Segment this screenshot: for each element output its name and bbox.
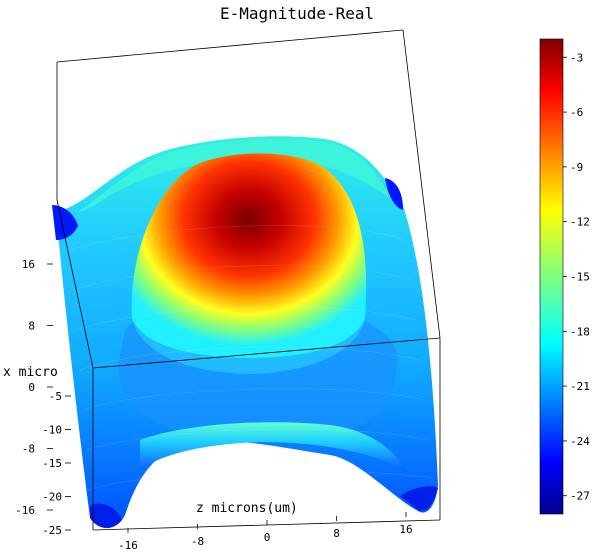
z-tick-label: 8 — [333, 527, 340, 540]
colorbar-tick-label: -12 — [570, 216, 590, 229]
surface-front-lip — [140, 422, 405, 470]
colorbar: -3 -6 -9 -12 -15 -18 -21 -24 -27 — [539, 38, 590, 515]
colorbar-tick-label: -24 — [570, 435, 590, 448]
surface-dome-base — [132, 318, 365, 374]
surface-corner-tr — [385, 178, 403, 210]
vertical-tick-label: -25 — [42, 524, 62, 537]
colorbar-tick-label: -27 — [570, 490, 590, 503]
surface-dome — [131, 153, 367, 358]
colorbar-tick-label: -18 — [570, 325, 590, 338]
colorbar-ticks: -3 -6 -9 -12 -15 -18 -21 -24 -27 — [563, 51, 590, 503]
colorbar-tick-label: -3 — [570, 51, 583, 64]
surface-plot — [52, 136, 438, 529]
x-tick-label: 0 — [28, 381, 35, 394]
chart-title: E-Magnitude-Real — [220, 4, 374, 23]
surface-mesh — [69, 225, 436, 491]
colorbar-tick-label: -21 — [570, 380, 590, 393]
z-tick-label: -8 — [191, 535, 204, 548]
z-axis-ticks: -16 -8 0 8 16 — [118, 512, 413, 552]
z-tick-label: -16 — [118, 539, 138, 552]
surface-rim — [78, 139, 392, 212]
colorbar-tick-label: -6 — [570, 106, 583, 119]
surface-corner-bl — [90, 503, 122, 529]
x-tick-label: -16 — [15, 504, 35, 517]
bounding-box-back — [56, 29, 441, 339]
x-axis-ticks: 16 8 0 -8 -16 — [15, 258, 53, 517]
vertical-tick-label: -10 — [42, 424, 62, 437]
colorbar-gradient — [539, 38, 564, 515]
x-tick-label: 16 — [22, 258, 35, 271]
x-axis-label: z microns(um) — [196, 501, 298, 516]
vertical-tick-label: -20 — [42, 491, 62, 504]
z-tick-label: 16 — [399, 523, 412, 536]
colorbar-tick-label: -15 — [570, 271, 590, 284]
vertical-tick-label: -5 — [49, 390, 62, 403]
x-tick-label: -8 — [22, 443, 35, 456]
x-tick-label: 8 — [28, 320, 35, 333]
vertical-tick-label: -15 — [42, 457, 62, 470]
bounding-box-front — [56, 199, 441, 531]
colorbar-tick-label: -9 — [570, 161, 583, 174]
surface-corner-tl — [52, 205, 78, 240]
surface-corner-br — [400, 486, 438, 511]
vertical-axis-ticks: -5 -10 -15 -20 -25 — [42, 390, 71, 537]
z-tick-label: 0 — [264, 531, 271, 544]
y-axis-label: x micro — [3, 365, 58, 380]
